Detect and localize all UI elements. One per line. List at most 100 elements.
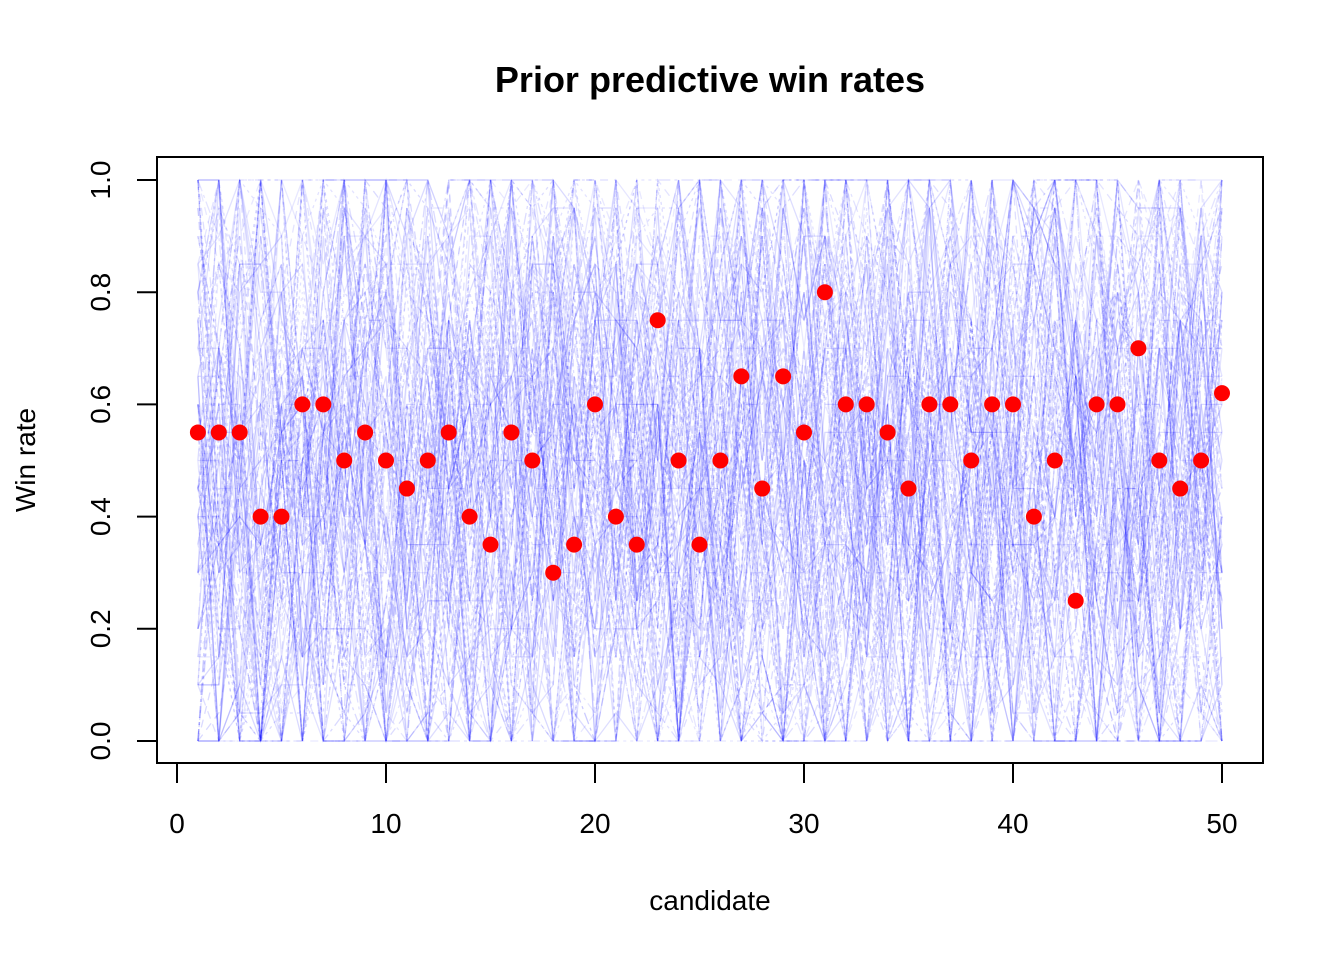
observed-point bbox=[921, 396, 938, 413]
prior-draw-line bbox=[197, 346, 1223, 742]
y-tick-label: 1.0 bbox=[85, 161, 116, 200]
observed-point bbox=[1130, 340, 1147, 357]
prior-draw-line bbox=[197, 178, 1223, 545]
observed-point bbox=[1025, 508, 1042, 525]
prior-draw-line bbox=[197, 432, 1223, 743]
prior-draw-line bbox=[197, 179, 1223, 657]
observed-point bbox=[1046, 452, 1063, 469]
prior-draw-line bbox=[197, 263, 1223, 743]
prior-draw-line bbox=[197, 376, 1223, 743]
prior-draw-line bbox=[197, 178, 1223, 573]
prior-draw-line bbox=[197, 178, 1223, 629]
observed-point bbox=[461, 508, 478, 525]
prior-draw-line bbox=[197, 264, 1223, 742]
prior-draw-line bbox=[197, 178, 1222, 517]
prior-draw-line bbox=[197, 179, 1223, 547]
prior-draw-line bbox=[197, 179, 1222, 658]
prior-draw-lines bbox=[197, 177, 1223, 744]
prior-draw-line bbox=[197, 207, 1223, 685]
y-tick-label: 0.8 bbox=[85, 273, 116, 312]
observed-point bbox=[607, 508, 624, 525]
prior-draw-line bbox=[197, 264, 1223, 742]
prior-draw-line bbox=[197, 376, 1222, 743]
observed-point bbox=[189, 424, 206, 441]
x-tick-label: 40 bbox=[997, 808, 1028, 839]
prior-draw-line bbox=[197, 178, 1223, 629]
prior-draw-line bbox=[197, 179, 1223, 547]
prior-draw-line bbox=[197, 177, 1223, 601]
prior-draw-line bbox=[197, 263, 1223, 744]
prior-draw-line bbox=[197, 178, 1223, 517]
observed-point bbox=[858, 396, 875, 413]
y-tick-label: 0.4 bbox=[85, 497, 116, 536]
prior-draw-line bbox=[197, 207, 1223, 685]
observed-point bbox=[336, 452, 353, 469]
prior-draw-line bbox=[197, 376, 1223, 743]
prior-draw-line bbox=[197, 374, 1223, 742]
prior-draw-line bbox=[197, 348, 1223, 742]
prior-draw-line bbox=[197, 236, 1223, 715]
observed-point bbox=[252, 508, 269, 525]
prior-draw-line bbox=[197, 404, 1223, 743]
prior-draw-line bbox=[197, 178, 1223, 602]
x-tick-label: 10 bbox=[370, 808, 401, 839]
prior-draw-line bbox=[197, 178, 1223, 688]
prior-draw-line bbox=[197, 376, 1223, 743]
observed-point bbox=[628, 536, 645, 553]
prior-draw-line bbox=[197, 178, 1223, 657]
prior-draw-line bbox=[197, 179, 1223, 629]
prior-draw-line bbox=[197, 178, 1223, 517]
x-tick-label: 20 bbox=[579, 808, 610, 839]
prior-draw-line bbox=[197, 178, 1223, 545]
observed-point bbox=[273, 508, 290, 525]
observed-point bbox=[1193, 452, 1210, 469]
prior-draw-line bbox=[197, 206, 1222, 687]
y-axis: 0.0 0.2 0.4 0.6 0.8 1.0 bbox=[85, 161, 158, 760]
prior-draw-line bbox=[197, 290, 1223, 742]
prior-draw-line bbox=[197, 179, 1223, 658]
prior-draw-line bbox=[197, 264, 1223, 743]
x-axis: 0 10 20 30 40 50 bbox=[169, 762, 1238, 839]
observed-point bbox=[1005, 396, 1021, 413]
prior-draw-line bbox=[197, 320, 1223, 743]
prior-draw-line bbox=[197, 320, 1223, 743]
prior-draw-line bbox=[197, 177, 1223, 517]
prior-draw-line bbox=[197, 233, 1223, 714]
observed-point bbox=[294, 396, 311, 413]
prior-draw-line bbox=[197, 179, 1223, 602]
x-tick-label: 50 bbox=[1206, 808, 1237, 839]
observed-points bbox=[189, 284, 1230, 609]
observed-point bbox=[566, 536, 583, 553]
observed-point bbox=[775, 368, 792, 385]
prior-draw-line bbox=[197, 178, 1223, 519]
chart-title: Prior predictive win rates bbox=[495, 59, 925, 100]
prior-draw-line bbox=[197, 178, 1223, 489]
prior-draw-line bbox=[197, 179, 1223, 630]
observed-point bbox=[712, 452, 729, 469]
prior-draw-line bbox=[197, 179, 1222, 575]
observed-point bbox=[942, 396, 959, 413]
prior-draw-line bbox=[197, 179, 1223, 659]
prior-draw-line bbox=[197, 236, 1223, 714]
prior-draw-line bbox=[197, 430, 1223, 743]
observed-point bbox=[503, 424, 520, 441]
y-axis-label: Win rate bbox=[10, 408, 41, 512]
x-axis-label: candidate bbox=[649, 885, 770, 916]
observed-point bbox=[649, 312, 666, 329]
observed-point bbox=[754, 480, 771, 497]
observed-point bbox=[900, 480, 917, 497]
observed-point bbox=[816, 284, 833, 301]
observed-point bbox=[419, 452, 436, 469]
y-tick-label: 0.6 bbox=[85, 385, 116, 424]
prior-draw-line bbox=[197, 207, 1223, 686]
prior-draw-line bbox=[197, 235, 1223, 742]
prior-draw-line bbox=[197, 404, 1223, 742]
prior-draw-line bbox=[197, 404, 1223, 743]
prior-draw-line bbox=[197, 290, 1223, 742]
prior-draw-line bbox=[197, 348, 1223, 742]
observed-point bbox=[315, 396, 332, 413]
observed-point bbox=[524, 452, 541, 469]
prior-draw-line bbox=[197, 179, 1223, 657]
observed-point bbox=[545, 564, 562, 581]
